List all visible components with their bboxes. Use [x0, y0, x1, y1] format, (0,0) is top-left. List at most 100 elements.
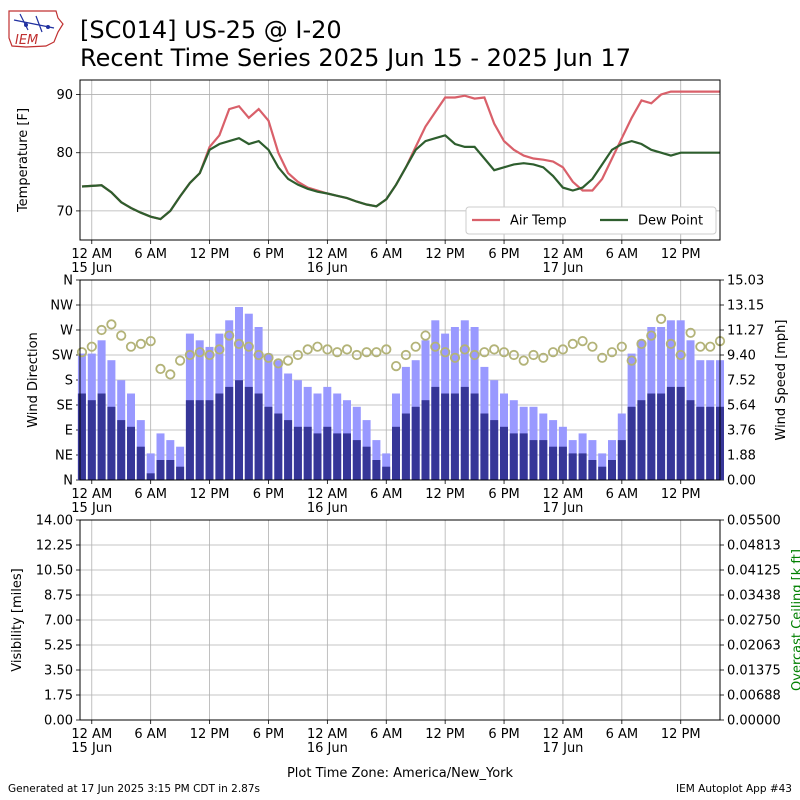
direction-point — [420, 330, 431, 341]
y-tick-label: 0.00 — [44, 714, 73, 729]
x-tick-label: 6 AM — [370, 727, 403, 742]
y-tick-label: 12.25 — [36, 539, 73, 554]
y-tick-label: NE — [55, 449, 73, 464]
direction-point — [430, 341, 441, 352]
bar-speed — [254, 393, 263, 480]
y-tick-label: E — [65, 424, 73, 439]
direction-point — [351, 349, 362, 361]
direction-point — [96, 324, 107, 336]
bar-speed — [500, 426, 508, 480]
x-tick-date: 16 Jun — [307, 261, 348, 276]
direction-point — [440, 347, 451, 358]
y-axis-label-temperature: Temperature [F] — [16, 108, 31, 213]
bar-speed — [637, 400, 646, 480]
x-tick-label: 12 PM — [425, 487, 465, 502]
direction-point — [361, 347, 372, 358]
direction-point — [116, 330, 127, 341]
direction-point — [400, 349, 411, 361]
y-tick-label: 8.75 — [44, 589, 73, 604]
bar-speed — [303, 426, 312, 480]
direction-point — [479, 347, 490, 358]
bar-speed — [470, 393, 479, 480]
y-tick-label-right: 0.02063 — [727, 639, 781, 654]
chart-title-line1: [SC014] US-25 @ I-20 — [80, 16, 342, 44]
direction-point — [410, 341, 421, 352]
direction-point — [165, 369, 176, 380]
y-tick-label-right: 9.40 — [727, 349, 756, 364]
x-tick-label: 12 PM — [190, 247, 230, 262]
direction-point — [665, 338, 677, 349]
bar-speed — [127, 426, 135, 480]
bar-speed — [225, 386, 234, 480]
y-tick-label: S — [65, 374, 73, 389]
bar-speed — [411, 406, 420, 480]
y-tick-label-right: 0.00 — [727, 474, 756, 489]
direction-point — [685, 327, 696, 338]
y-axis-label-wind-direction: Wind Direction — [26, 332, 41, 428]
bar-speed — [392, 426, 400, 480]
bar-speed — [87, 400, 96, 480]
direction-point — [390, 360, 402, 372]
y-tick-label-right: 0.04125 — [727, 564, 781, 579]
direction-point — [597, 352, 608, 363]
direction-point — [175, 355, 186, 366]
x-tick-label: 6 PM — [253, 487, 284, 502]
direction-point — [547, 347, 559, 358]
legend-label-air_temp: Air Temp — [510, 214, 567, 229]
y-tick-label-right: 0.00688 — [727, 689, 781, 704]
y-tick-label-right: 0.02750 — [727, 614, 781, 629]
direction-point — [705, 341, 716, 352]
y-tick-label: N — [63, 274, 73, 289]
direction-point — [567, 338, 578, 349]
series-line-dew_point — [81, 134, 720, 221]
direction-point — [655, 313, 667, 324]
x-tick-label: 6 AM — [370, 247, 403, 262]
axes-frame-0 — [79, 79, 721, 241]
bar-speed — [166, 460, 175, 480]
direction-point — [626, 355, 637, 366]
bar-speed — [97, 393, 106, 480]
x-tick-label: 6 AM — [370, 487, 403, 502]
y-tick-label: W — [60, 324, 73, 339]
x-tick-label: 6 AM — [606, 247, 639, 262]
direction-point — [616, 341, 627, 352]
x-tick-label: 6 AM — [134, 487, 167, 502]
x-tick-label: 12 PM — [425, 247, 465, 262]
bar-gust — [176, 446, 185, 480]
bar-speed — [244, 386, 253, 480]
direction-point — [302, 344, 313, 355]
direction-point — [125, 341, 137, 352]
x-tick-label: 12 AM — [71, 727, 112, 742]
x-tick-label: 12 PM — [661, 487, 701, 502]
bar-speed — [480, 413, 489, 480]
bar-speed — [686, 400, 695, 480]
bar-speed — [421, 400, 430, 480]
direction-point — [449, 352, 461, 363]
direction-point — [106, 319, 117, 330]
bar-speed — [608, 460, 616, 480]
bar-speed — [558, 446, 567, 480]
direction-point — [76, 347, 88, 358]
direction-point — [184, 349, 195, 361]
bar-speed — [706, 406, 715, 480]
bar-speed — [293, 426, 302, 480]
logo-text: IEM — [15, 33, 38, 48]
bar-speed — [539, 440, 548, 480]
direction-point — [253, 349, 264, 361]
bar-gust — [146, 453, 155, 480]
legend-label-dew_point: Dew Point — [638, 214, 703, 229]
footer-generated: Generated at 17 Jun 2025 3:15 PM CDT in … — [8, 783, 261, 795]
bar-speed — [578, 453, 587, 480]
direction-point — [538, 352, 549, 363]
bar-speed — [529, 440, 538, 480]
axes-frame-2 — [79, 519, 721, 721]
bar-speed — [401, 413, 410, 480]
y-axis-label-wind-speed: Wind Speed [mph] — [774, 320, 789, 441]
x-tick-label: 12 PM — [661, 727, 701, 742]
bar-speed — [156, 460, 165, 480]
x-tick-date: 15 Jun — [71, 261, 112, 276]
direction-point — [508, 349, 520, 361]
bar-speed — [195, 400, 204, 480]
bar-speed — [460, 386, 469, 480]
bar-speed — [490, 420, 499, 480]
